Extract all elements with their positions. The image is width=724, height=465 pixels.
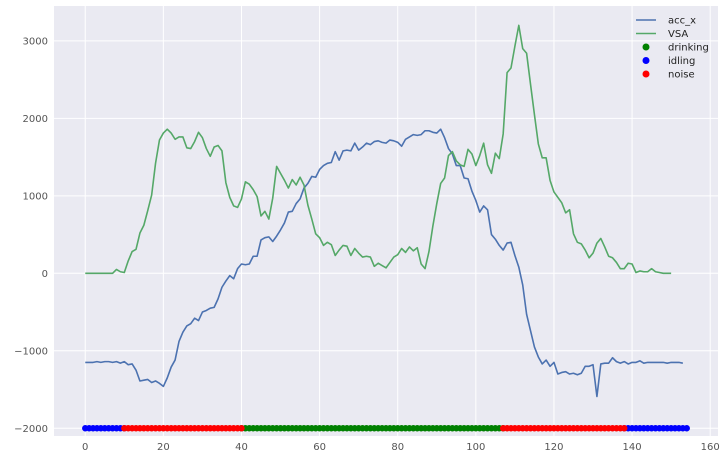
legend-label-noise: noise xyxy=(668,70,695,81)
series-line-VSA xyxy=(85,24,672,275)
point-idling xyxy=(683,425,690,432)
y-tick-label: 1000 xyxy=(23,191,48,202)
legend: acc_x VSA drinking idling noise xyxy=(636,16,709,81)
x-axis: 0 20 40 60 80 100 120 140 160 xyxy=(82,442,720,453)
x-tick-label: 20 xyxy=(157,442,170,453)
x-tick-label: 60 xyxy=(313,442,326,453)
x-tick-label: 160 xyxy=(701,442,720,453)
x-tick-label: 100 xyxy=(466,442,485,453)
legend-label-acc_x: acc_x xyxy=(668,16,696,27)
y-tick-label: −2000 xyxy=(14,424,48,435)
legend-label-VSA: VSA xyxy=(668,29,688,40)
point-noise xyxy=(238,425,245,432)
plot-area xyxy=(54,6,718,436)
x-tick-label: 80 xyxy=(391,442,404,453)
x-tick-label: 40 xyxy=(235,442,248,453)
y-tick-label: −1000 xyxy=(14,346,48,357)
series-line-acc_x xyxy=(85,128,684,398)
y-axis: −2000 −1000 0 1000 2000 3000 xyxy=(14,36,48,434)
legend-swatch-noise xyxy=(642,70,650,78)
legend-label-idling: idling xyxy=(668,56,695,67)
y-tick-label: 3000 xyxy=(23,36,48,47)
grid xyxy=(54,6,718,436)
y-tick-label: 2000 xyxy=(23,114,48,125)
x-tick-label: 140 xyxy=(623,442,642,453)
y-tick-label: 0 xyxy=(42,269,48,280)
legend-label-drinking: drinking xyxy=(668,43,709,54)
series-points xyxy=(82,425,690,432)
series-lines xyxy=(85,24,684,398)
legend-swatch-idling xyxy=(642,57,650,64)
point-noise xyxy=(621,425,628,432)
legend-swatch-drinking xyxy=(642,43,650,51)
x-tick-label: 0 xyxy=(82,442,88,453)
x-tick-label: 120 xyxy=(544,442,563,453)
